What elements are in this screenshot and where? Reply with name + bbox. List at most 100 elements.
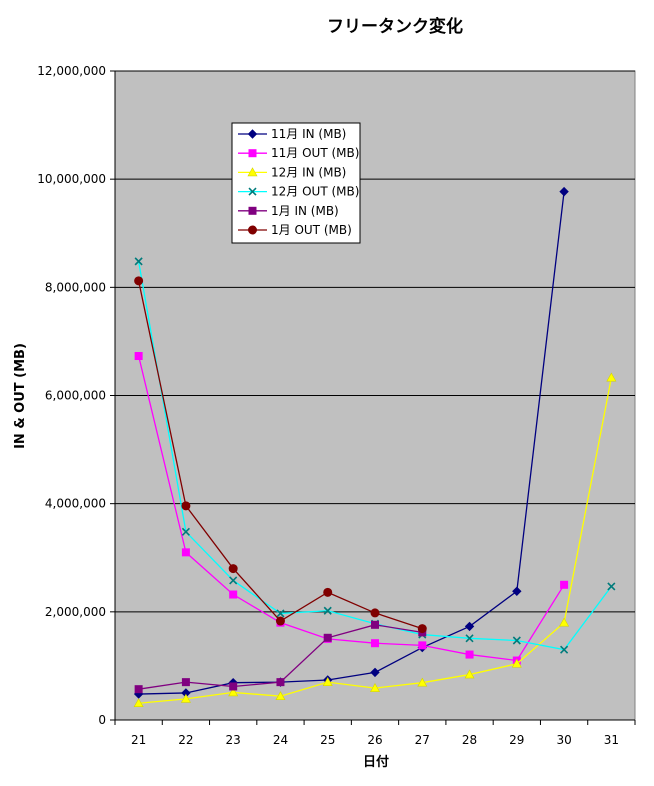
data-point: [276, 609, 285, 618]
legend-entry: 1月 OUT (MB): [238, 223, 352, 237]
marker-stroke: [181, 527, 190, 536]
y-tick-label: 6,000,000: [45, 389, 106, 403]
data-point: [134, 685, 143, 694]
data-point: [512, 636, 521, 645]
legend-entry: 1月 IN (MB): [238, 204, 339, 218]
data-point: [134, 276, 144, 286]
legend-entry: 11月 OUT (MB): [238, 146, 359, 160]
x-tick-label: 28: [462, 733, 477, 747]
data-point: [181, 501, 191, 511]
data-point: [323, 587, 333, 597]
marker-stroke: [512, 636, 521, 645]
x-axis-title: 日付: [363, 754, 389, 770]
data-point: [606, 372, 617, 382]
y-tick-label: 2,000,000: [45, 605, 106, 619]
legend-label: 1月 IN (MB): [271, 204, 339, 218]
x-tick-label: 26: [367, 733, 382, 747]
marker-stroke: [323, 606, 332, 615]
data-point: [560, 580, 569, 589]
data-point: [370, 667, 380, 678]
legend-swatch-marker: [247, 129, 258, 139]
data-point: [229, 576, 238, 585]
x-tick-label: 25: [320, 733, 335, 747]
data-point: [560, 645, 569, 654]
series-5: [134, 276, 427, 634]
legend-entry: 11月 IN (MB): [238, 127, 346, 141]
x-tick-label: 31: [604, 733, 619, 747]
data-point: [181, 678, 190, 687]
data-point: [229, 682, 238, 691]
x-tick-label: 21: [131, 733, 146, 747]
x-tick-label: 24: [273, 733, 288, 747]
data-point: [276, 678, 285, 687]
data-point: [511, 658, 522, 668]
marker-stroke: [229, 576, 238, 585]
legend: 11月 IN (MB) 11月 OUT (MB) 12月 IN (MB) 12月 OU…: [231, 122, 361, 244]
y-tick-label: 10,000,000: [37, 172, 106, 186]
series-2: [133, 372, 617, 708]
legend-swatch-marker: [248, 149, 257, 158]
x-tick-labels: 21 22 23 24 25 26 27 28 29 30 31: [131, 733, 619, 747]
y-tick-label: 12,000,000: [37, 64, 106, 78]
legend-label: 12月 IN (MB): [271, 165, 346, 179]
x-tick-label: 23: [226, 733, 241, 747]
series-line: [138, 191, 565, 695]
legend-swatch-marker: [247, 167, 258, 177]
y-tick-label: 8,000,000: [45, 280, 106, 294]
data-point: [228, 687, 239, 697]
data-point: [559, 186, 569, 197]
data-point: [134, 352, 143, 361]
y-tick-label: 4,000,000: [45, 497, 106, 511]
data-point: [181, 548, 190, 557]
x-tick-label: 29: [509, 733, 524, 747]
marker-stroke: [248, 187, 257, 196]
x-tick-label: 22: [178, 733, 193, 747]
marker-stroke: [276, 609, 285, 618]
y-tick-label: 0: [98, 713, 106, 727]
data-point: [417, 624, 427, 634]
x-tick-label: 30: [556, 733, 571, 747]
series-layer: [133, 186, 617, 708]
data-point: [464, 669, 475, 679]
data-point: [465, 634, 474, 643]
data-point: [180, 693, 191, 703]
legend-swatch-marker: [248, 206, 257, 215]
data-point: [369, 682, 381, 692]
data-point: [464, 621, 475, 632]
series-line: [138, 355, 565, 662]
marker-stroke: [134, 257, 143, 266]
data-point: [418, 641, 427, 650]
legend-swatch-marker: [248, 187, 257, 196]
data-point: [371, 639, 379, 648]
legend-label: 1月 OUT (MB): [271, 223, 352, 237]
data-point: [228, 564, 238, 574]
marker-stroke: [607, 582, 616, 591]
data-point: [371, 620, 379, 629]
legend-entry: 12月 OUT (MB): [238, 185, 359, 199]
legend-label: 11月 OUT (MB): [271, 146, 359, 160]
data-point: [465, 650, 474, 659]
data-point: [370, 608, 380, 618]
gridlines: [115, 70, 635, 613]
axes: [110, 70, 636, 725]
data-point: [417, 677, 428, 687]
data-point: [323, 606, 332, 615]
data-point: [134, 257, 143, 266]
data-point: [559, 617, 570, 627]
marker-stroke: [465, 634, 474, 643]
data-point: [607, 582, 616, 591]
x-tick-label: 27: [415, 733, 430, 747]
marker-stroke: [560, 645, 569, 654]
legend-entry: 12月 IN (MB): [238, 165, 346, 179]
legend-label: 11月 IN (MB): [271, 127, 346, 141]
data-point: [181, 527, 190, 536]
chart-title: フリータンク変化: [327, 16, 463, 37]
legend-label: 12月 OUT (MB): [271, 185, 359, 199]
data-point: [133, 698, 144, 708]
data-point: [275, 616, 285, 626]
legend-swatch-marker: [248, 225, 257, 235]
data-point: [275, 691, 286, 701]
legend-box: [231, 122, 361, 244]
y-axis-title: IN & OUT (MB): [13, 343, 28, 449]
